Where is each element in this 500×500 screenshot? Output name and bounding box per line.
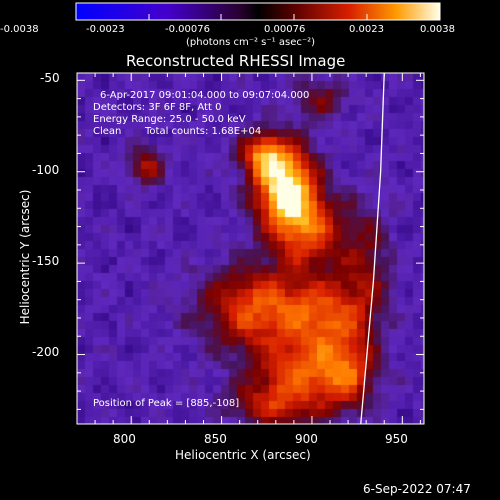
colorbar-tick-label: 0.00076 xyxy=(264,24,306,35)
annotation-detectors: Detectors: 3F 6F 8F, Att 0 xyxy=(93,102,222,113)
colorbar-units: (photons cm⁻² s⁻¹ asec⁻²) xyxy=(186,37,316,48)
plot-frame xyxy=(76,72,425,425)
y-tick-label: -150 xyxy=(32,254,60,268)
colorbar-tick-label: -0.0038 xyxy=(0,24,39,35)
y-tick-label: -200 xyxy=(32,345,60,359)
colorbar-gradient xyxy=(75,2,441,21)
x-tick-label: 800 xyxy=(113,432,136,446)
annotation-energy: Energy Range: 25.0 - 50.0 keV xyxy=(93,114,246,125)
x-tick-label: 900 xyxy=(295,432,318,446)
x-tick-label: 950 xyxy=(385,432,408,446)
timestamp: 6-Sep-2022 07:47 xyxy=(363,482,471,496)
colorbar-tick-label: -0.0023 xyxy=(86,24,125,35)
colorbar xyxy=(75,2,441,21)
chart-title: Reconstructed RHESSI Image xyxy=(126,52,346,70)
annotation-peak: Position of Peak = [885,-108] xyxy=(93,398,240,409)
x-tick-label: 850 xyxy=(204,432,227,446)
annotation-method: Clean xyxy=(93,126,122,137)
y-tick-label: -50 xyxy=(40,71,60,85)
x-axis-label: Heliocentric X (arcsec) xyxy=(175,448,311,462)
colorbar-tick-label: 0.0038 xyxy=(420,24,455,35)
colorbar-tick-label: -0.00076 xyxy=(165,24,210,35)
y-axis-label: Heliocentric Y (arcsec) xyxy=(18,189,32,325)
y-tick-label: -100 xyxy=(32,163,60,177)
solar-limb-curve xyxy=(360,72,385,425)
annotation-counts: Total counts: 1.68E+04 xyxy=(145,126,262,137)
annotation-time: 6-Apr-2017 09:01:04.000 to 09:07:04.000 xyxy=(100,90,310,101)
colorbar-tick-label: 0.0023 xyxy=(349,24,384,35)
